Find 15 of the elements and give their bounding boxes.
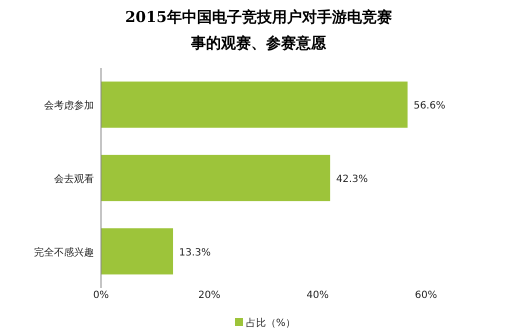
y-tick-label: 会去观看 [54, 173, 94, 185]
x-tick-label: 20% [198, 290, 220, 301]
legend-label: 占比（%） [246, 317, 296, 329]
data-label: 56.6% [414, 100, 446, 112]
bar [101, 228, 174, 274]
y-tick-label: 会考虑参加 [44, 100, 94, 112]
x-tick-label: 40% [306, 290, 329, 301]
bar [101, 82, 408, 128]
chart-title: 2015年中国电子竞技用户对手游电竞赛事的观赛、参赛意愿 [124, 7, 393, 54]
y-tick-label: 完全不感兴趣 [34, 246, 94, 258]
x-tick-label: 60% [414, 290, 438, 301]
bar [101, 154, 330, 202]
x-tick-label: 0% [93, 290, 109, 301]
data-label: 13.3% [179, 247, 211, 258]
data-label: 42.3% [336, 174, 368, 185]
